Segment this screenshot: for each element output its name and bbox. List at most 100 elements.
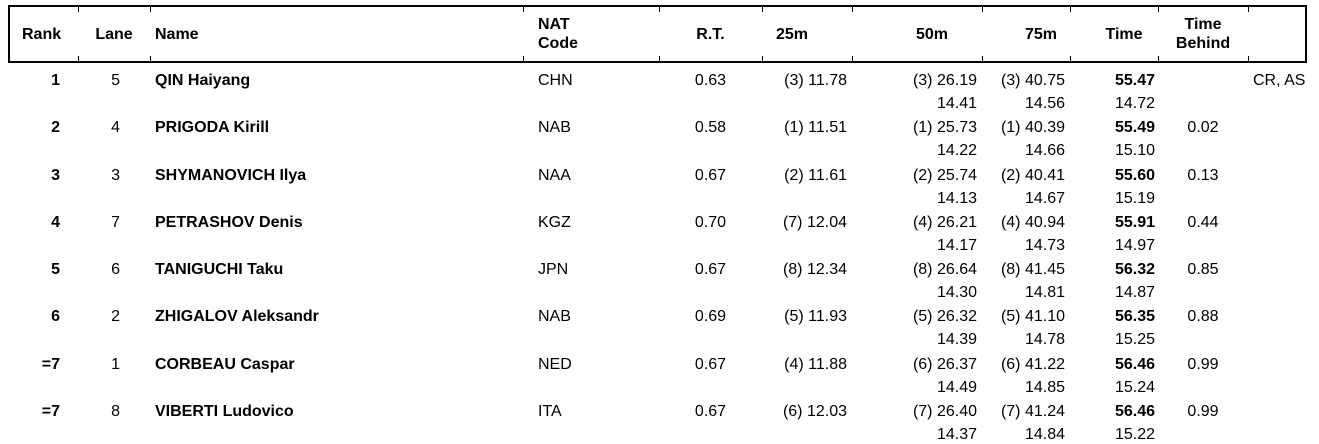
split-75m-cell: (4) 40.94 14.73 bbox=[982, 208, 1070, 258]
header-nat-code: NAT Code bbox=[523, 7, 659, 61]
header-records bbox=[1248, 7, 1305, 61]
records-cell bbox=[1248, 397, 1305, 444]
swimmer-name: PRIGODA Kirill bbox=[155, 119, 270, 137]
split-50m-cell: (4) 26.21 14.17 bbox=[852, 208, 982, 258]
split-25m-value: (5) 11.93 bbox=[784, 308, 847, 326]
rank-value: 5 bbox=[51, 261, 60, 278]
split-75m-cell: (1) 40.39 14.66 bbox=[982, 113, 1070, 163]
split-25m-value: (1) 11.51 bbox=[784, 119, 847, 137]
reaction-time-value: 0.67 bbox=[694, 355, 727, 373]
header-name-label: Name bbox=[155, 25, 199, 43]
rank-value: 6 bbox=[51, 308, 60, 326]
reaction-time-cell: 0.67 bbox=[659, 350, 762, 400]
time-behind-value: 0.02 bbox=[1187, 119, 1219, 137]
split-75m-cell: (8) 41.45 14.81 bbox=[982, 255, 1070, 305]
time-cell: 56.35 15.25 bbox=[1070, 302, 1158, 352]
split-50m-lap: 14.22 bbox=[936, 142, 977, 160]
split-75m-lap: 14.78 bbox=[1024, 331, 1065, 349]
time-cell: 55.91 14.97 bbox=[1070, 208, 1158, 258]
swimmer-name: QIN Haiyang bbox=[155, 72, 251, 89]
split-75m-lap: 14.81 bbox=[1024, 284, 1065, 301]
rank-cell: 4 bbox=[10, 208, 78, 258]
swimmer-name: VIBERTI Ludovico bbox=[155, 402, 294, 420]
nat-code-value: KGZ bbox=[538, 213, 571, 231]
header-25m: 25m bbox=[762, 7, 852, 61]
reaction-time-cell: 0.67 bbox=[659, 161, 762, 211]
reaction-time-cell: 0.63 bbox=[659, 66, 762, 116]
split-25m-cell: (6) 12.03 bbox=[762, 397, 852, 444]
time-cell: 55.49 15.10 bbox=[1070, 113, 1158, 163]
records-value: CR, AS bbox=[1253, 72, 1306, 89]
split-75m-cell: (3) 40.75 14.56 bbox=[982, 66, 1070, 116]
records-cell: CR, AS bbox=[1248, 66, 1305, 116]
lane-value: 5 bbox=[111, 72, 120, 89]
table-row: 2 4 PRIGODA Kirill NAB 0.58 (1) 11.51 (1… bbox=[10, 113, 1305, 160]
time-behind-value: 0.85 bbox=[1187, 261, 1219, 278]
split-75m-lap: 14.66 bbox=[1024, 142, 1065, 160]
split-25m-value: (3) 11.78 bbox=[784, 72, 847, 89]
header-behind-line1: Time bbox=[1184, 16, 1222, 33]
split-25m-value: (4) 11.88 bbox=[784, 355, 847, 373]
swimmer-name: PETRASHOV Denis bbox=[155, 213, 303, 231]
reaction-time-cell: 0.67 bbox=[659, 255, 762, 305]
lane-value: 1 bbox=[111, 355, 120, 373]
split-75m-cell: (7) 41.24 14.84 bbox=[982, 397, 1070, 444]
final-lap-value: 14.87 bbox=[1114, 284, 1155, 301]
split-50m-lap: 14.39 bbox=[936, 331, 977, 349]
header-name: Name bbox=[150, 7, 523, 61]
split-25m-cell: (3) 11.78 bbox=[762, 66, 852, 116]
final-time-value: 55.47 bbox=[1114, 72, 1155, 89]
time-behind-cell: 0.85 bbox=[1158, 255, 1248, 305]
lane-cell: 8 bbox=[78, 397, 150, 444]
swimmer-name: TANIGUCHI Taku bbox=[155, 261, 284, 278]
lane-cell: 5 bbox=[78, 66, 150, 116]
rank-cell: 6 bbox=[10, 302, 78, 352]
split-25m-cell: (5) 11.93 bbox=[762, 302, 852, 352]
reaction-time-value: 0.67 bbox=[694, 261, 727, 278]
lane-value: 7 bbox=[111, 213, 120, 231]
final-lap-value: 14.72 bbox=[1114, 95, 1155, 112]
time-behind-cell: 0.44 bbox=[1158, 208, 1248, 258]
time-cell: 56.46 15.24 bbox=[1070, 350, 1158, 400]
split-75m-cell: (5) 41.10 14.78 bbox=[982, 302, 1070, 352]
final-lap-value: 15.19 bbox=[1114, 189, 1155, 207]
header-nat-line1: NAT bbox=[538, 16, 570, 33]
time-behind-cell: 0.02 bbox=[1158, 113, 1248, 163]
nat-code-value: NAB bbox=[538, 119, 571, 137]
final-lap-value: 15.25 bbox=[1114, 331, 1155, 349]
time-behind-value: 0.88 bbox=[1187, 308, 1219, 326]
split-50m-lap: 14.30 bbox=[936, 284, 977, 301]
records-cell bbox=[1248, 161, 1305, 211]
split-25m-cell: (4) 11.88 bbox=[762, 350, 852, 400]
split-50m-cell: (3) 26.19 14.41 bbox=[852, 66, 982, 116]
table-row: 1 5 QIN Haiyang CHN 0.63 (3) 11.78 (3) 2… bbox=[10, 66, 1305, 113]
header-reaction-time: R.T. bbox=[659, 7, 762, 61]
split-25m-cell: (7) 12.04 bbox=[762, 208, 852, 258]
final-lap-value: 15.22 bbox=[1114, 425, 1155, 443]
split-75m-value: (2) 40.41 bbox=[1000, 166, 1065, 184]
name-cell: ZHIGALOV Aleksandr bbox=[150, 302, 523, 352]
rank-value: 3 bbox=[51, 166, 60, 184]
header-75m: 75m bbox=[982, 7, 1070, 61]
records-cell bbox=[1248, 255, 1305, 305]
rank-cell: 2 bbox=[10, 113, 78, 163]
reaction-time-cell: 0.69 bbox=[659, 302, 762, 352]
split-75m-lap: 14.67 bbox=[1024, 189, 1065, 207]
lane-cell: 7 bbox=[78, 208, 150, 258]
split-75m-lap: 14.85 bbox=[1024, 378, 1065, 396]
split-50m-cell: (8) 26.64 14.30 bbox=[852, 255, 982, 305]
final-time-value: 56.46 bbox=[1114, 355, 1155, 373]
rank-value: =7 bbox=[41, 355, 60, 373]
rank-value: 1 bbox=[51, 72, 60, 89]
final-time-value: 55.49 bbox=[1114, 119, 1155, 137]
split-75m-cell: (6) 41.22 14.85 bbox=[982, 350, 1070, 400]
time-behind-value: 0.13 bbox=[1187, 166, 1219, 184]
table-row: 6 2 ZHIGALOV Aleksandr NAB 0.69 (5) 11.9… bbox=[10, 302, 1305, 349]
lane-cell: 6 bbox=[78, 255, 150, 305]
lane-value: 6 bbox=[111, 261, 120, 278]
header-75m-label: 75m bbox=[1024, 25, 1058, 43]
table-row: =7 1 CORBEAU Caspar NED 0.67 (4) 11.88 (… bbox=[10, 350, 1305, 397]
split-75m-value: (6) 41.22 bbox=[1000, 355, 1065, 373]
time-behind-cell: 0.13 bbox=[1158, 161, 1248, 211]
split-75m-value: (1) 40.39 bbox=[1000, 119, 1065, 137]
